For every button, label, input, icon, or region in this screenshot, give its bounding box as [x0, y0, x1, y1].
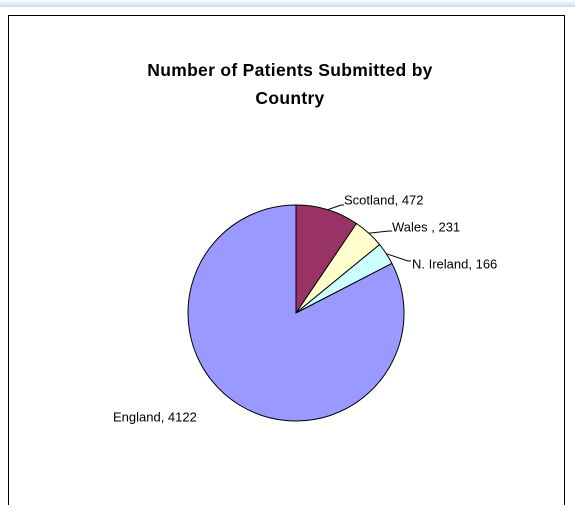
slice-labels: Scotland, 472 Wales , 231 N. Ireland, 166 E…	[113, 192, 497, 424]
leader-line-wales	[368, 230, 392, 234]
chart-title-line-2: Country	[255, 88, 325, 108]
chart-title-line-1: Number of Patients Submitted by	[147, 60, 433, 80]
leader-line-scotland	[327, 204, 344, 211]
chart-border	[8, 15, 565, 505]
pie-slices	[187, 204, 405, 422]
slice-label-n-ireland: N. Ireland, 166	[412, 256, 497, 271]
slice-label-scotland: Scotland, 472	[344, 192, 424, 207]
leader-line-n-ireland	[386, 253, 411, 262]
slice-label-wales: Wales , 231	[392, 219, 460, 234]
leader-lines	[327, 204, 411, 262]
slice-label-england: England, 4122	[113, 409, 197, 424]
pie-slice-england	[187, 204, 405, 422]
top-gradient-bar	[0, 0, 575, 7]
chart-title: Number of Patients Submitted by Country	[80, 56, 500, 112]
